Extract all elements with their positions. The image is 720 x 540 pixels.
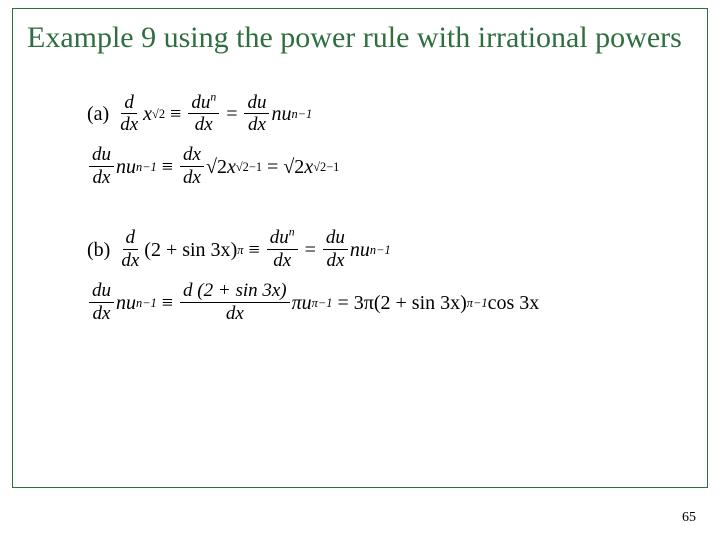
- slide-frame: Example 9 using the power rule with irra…: [12, 8, 708, 488]
- nu-n1-b: nun−1: [350, 239, 391, 261]
- base-pi: (2 + sin 3x)π: [144, 239, 243, 261]
- frac-du-dx-b: du dx: [323, 228, 348, 271]
- equals2: =: [267, 156, 278, 178]
- frac-du-dx-b2: du dx: [89, 281, 114, 324]
- eq-b-line2: du dx nun−1 ≡ d (2 + sin 3x) dx πuπ−1 = …: [87, 281, 693, 324]
- page-number: 65: [682, 510, 696, 526]
- part-b-label: (b): [87, 239, 110, 261]
- equiv2: ≡: [162, 156, 173, 178]
- frac-du-dx: du dx: [244, 93, 269, 136]
- frac-d-dx: d dx: [117, 93, 141, 136]
- equals-b: =: [305, 239, 316, 261]
- frac-du-dx-2: du dx: [89, 145, 114, 188]
- equiv-b: ≡: [248, 239, 259, 261]
- eq-b-line1: (b) d dx (2 + sin 3x)π ≡ dun dx = du dx …: [87, 228, 693, 271]
- frac-dx-dx: dx dx: [180, 145, 204, 188]
- frac-d-dx-b: d dx: [118, 228, 142, 271]
- spacer: [87, 198, 693, 228]
- frac-dun-dx-b: dun dx: [267, 228, 298, 271]
- eq-a-line2: du dx nun−1 ≡ dx dx √2x√2−1 = √2x√2−1: [87, 145, 693, 188]
- equals: =: [226, 103, 237, 125]
- math-content: (a) d dx x√2 ≡ dun dx = du dx nun−1: [27, 93, 693, 325]
- sqrt2-x: √2x√2−1: [206, 156, 262, 178]
- slide-title: Example 9 using the power rule with irra…: [27, 19, 693, 57]
- part-a-label: (a): [87, 103, 109, 125]
- nu-n1-b2: nun−1: [116, 292, 157, 314]
- final-b: 3π(2 + sin 3x)π−1 cos 3x: [354, 292, 540, 314]
- frac-dbase-dx: d (2 + sin 3x) dx: [180, 281, 290, 324]
- nu-n1-2: nun−1: [116, 156, 157, 178]
- equiv: ≡: [170, 103, 181, 125]
- x-sqrt2: x√2: [143, 103, 165, 125]
- sqrt2-x-final: √2x√2−1: [283, 156, 339, 178]
- nu-n1: nun−1: [271, 103, 312, 125]
- eq-a-line1: (a) d dx x√2 ≡ dun dx = du dx nun−1: [87, 93, 693, 136]
- frac-dun-dx: dun dx: [188, 93, 219, 136]
- equals-b2: =: [337, 292, 348, 314]
- pi-u-pi1: πuπ−1: [292, 292, 333, 314]
- equiv-b2: ≡: [162, 292, 173, 314]
